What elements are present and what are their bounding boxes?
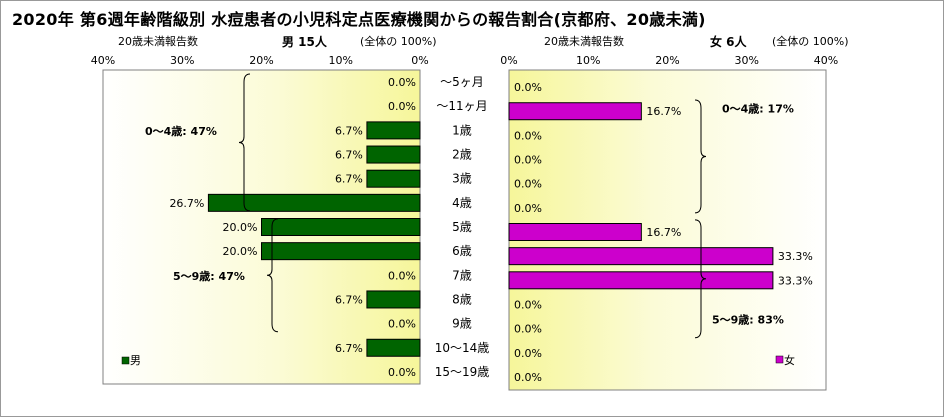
male-x-tick-label: 30% [170,54,194,67]
female-value-label: 33.3% [778,250,813,263]
male-value-label: 20.0% [223,221,258,234]
male-header-right: (全体の 100%) [360,35,437,48]
male-bar [261,218,421,236]
age-category-label: 6歳 [452,244,472,258]
female-legend-swatch [775,355,784,364]
female-group-label-0-4: 0～4歳: 17% [722,101,794,115]
female-header-center-text: 女 6人 [710,35,747,49]
age-category-label: 5歳 [452,220,472,234]
female-bracket-5-9 [694,219,707,339]
female-x-tick-label: 40% [814,54,838,67]
male-bracket-0-4 [238,73,251,212]
female-bar [508,247,774,266]
female-group-label-5-9: 5～9歳: 83% [712,313,784,327]
male-x-tick-label: 10% [329,54,353,67]
male-value-label: 0.0% [388,100,416,113]
age-category-label: 2歳 [452,148,472,162]
male-value-label: 0.0% [388,76,416,89]
age-category-label: 1歳 [452,123,472,137]
female-value-label: 0.0% [514,323,542,336]
age-category-label: ～5ヶ月 [440,75,484,89]
male-bar [366,145,421,164]
female-value-label: 0.0% [514,129,542,142]
female-value-label: 16.7% [646,105,681,118]
female-bar [508,223,642,241]
male-bar [261,242,421,261]
age-category-label: 8歳 [452,292,472,306]
female-bar [508,271,774,290]
male-x-tick-label: 40% [91,54,115,67]
male-value-label: 6.7% [335,149,363,162]
age-category-label: 4歳 [452,196,472,210]
male-bracket-5-9 [266,218,279,333]
female-value-label: 33.3% [778,274,813,287]
female-x-tick-label: 10% [576,54,600,67]
male-header-left: 20歳未満報告数 [118,35,198,48]
male-legend-label: 男 [130,354,141,367]
male-bar [366,338,421,357]
male-x-tick-label: 20% [249,54,273,67]
male-bar [207,193,421,212]
female-header-center: 女 6人 [710,33,747,50]
male-header-center: 男 15人 [282,33,327,50]
male-value-label: 6.7% [335,342,363,355]
male-group-label-5-9: 5～9歳: 47% [173,269,245,283]
male-bar [366,121,421,140]
age-category-label: 3歳 [452,172,472,186]
female-bracket-0-4 [694,99,707,214]
female-legend-label: 女 [784,353,795,367]
male-x-tick-label: 0% [411,54,428,67]
male-value-label: 6.7% [335,173,363,186]
age-category-label: ～11ヶ月 [436,99,487,113]
male-value-label: 6.7% [335,124,363,137]
male-header-center-text: 男 15人 [282,35,327,49]
female-value-label: 0.0% [514,178,542,191]
female-x-tick-label: 30% [735,54,759,67]
female-value-label: 0.0% [514,81,542,94]
male-value-label: 26.7% [169,197,204,210]
female-value-label: 0.0% [514,371,542,384]
male-group-label-0-4: 0～4歳: 47% [145,124,217,138]
age-category-label: 7歳 [452,268,472,282]
female-value-label: 0.0% [514,347,542,360]
male-bar [366,169,421,188]
female-header-right: (全体の 100%) [772,35,849,48]
age-category-label: 15～19歳 [435,365,490,379]
male-value-label: 0.0% [388,269,416,282]
female-value-label: 0.0% [514,154,542,167]
chart-title: 2020年 第6週年齢階級別 水痘患者の小児科定点医療機関からの報告割合(京都府… [12,10,706,29]
female-x-tick-label: 0% [500,54,517,67]
age-category-label: 9歳 [452,317,472,331]
female-bar [508,102,642,121]
female-header-left: 20歳未満報告数 [544,35,624,48]
male-legend-swatch [121,356,130,365]
female-x-tick-label: 20% [655,54,679,67]
male-value-label: 6.7% [335,293,363,306]
female-value-label: 0.0% [514,298,542,311]
male-value-label: 0.0% [388,366,416,379]
female-value-label: 0.0% [514,202,542,215]
male-value-label: 20.0% [223,245,258,258]
female-value-label: 16.7% [646,226,681,239]
male-value-label: 0.0% [388,318,416,331]
male-bar [366,290,421,309]
age-category-label: 10～14歳 [435,341,490,355]
